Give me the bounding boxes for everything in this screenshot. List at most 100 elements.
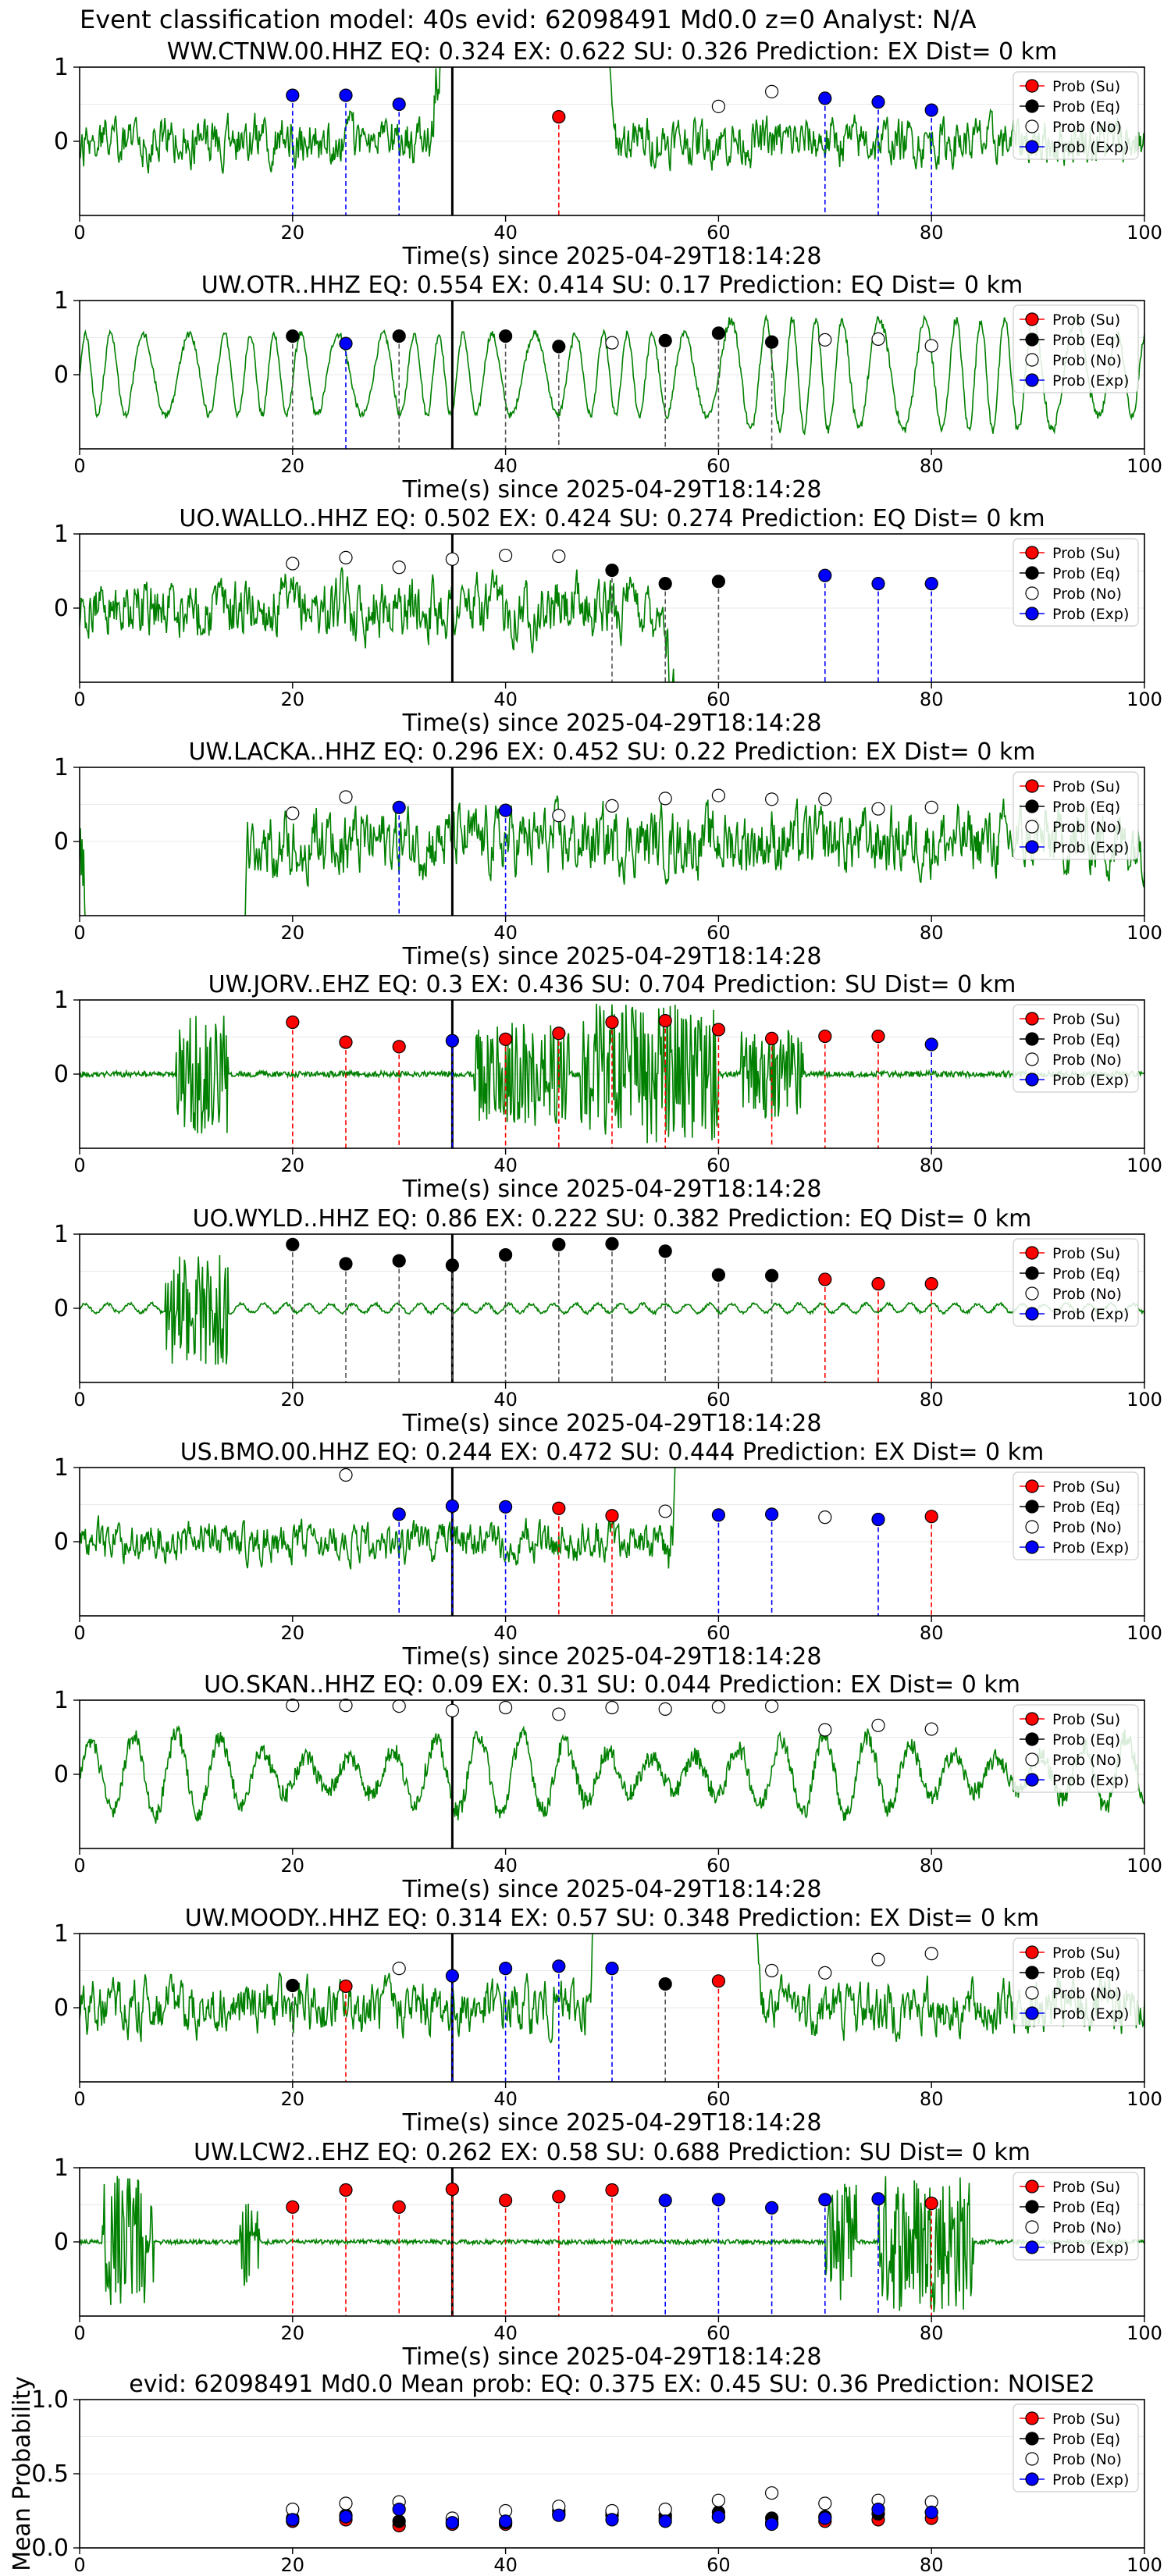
y-tick-label: 0	[54, 595, 69, 622]
legend-label: Prob (No)	[1052, 1286, 1122, 1303]
prob-point-no	[498, 1700, 513, 1715]
subplot-title: UW.JORV..EHZ EQ: 0.3 EX: 0.436 SU: 0.704…	[208, 971, 1016, 998]
legend-box	[1013, 1704, 1139, 1793]
prob-point-no	[445, 1703, 460, 1717]
prob-point-su	[339, 1035, 353, 1049]
mean-prob-point-exp	[605, 2513, 619, 2527]
subplot-8: UO.SKAN..HHZ EQ: 0.09 EX: 0.31 SU: 0.044…	[54, 1671, 1162, 1903]
legend: Prob (Su) Prob (Eq) Prob (No) Prob (Exp)	[1013, 771, 1139, 860]
legend-label: Prob (No)	[1052, 2451, 1122, 2468]
x-tick-label: 60	[707, 455, 731, 477]
prob-point-su	[924, 1510, 938, 1524]
prob-point-no	[658, 1702, 672, 1716]
waveform-trace	[80, 567, 675, 682]
legend-label: Prob (No)	[1052, 119, 1122, 136]
y-tick-label: 1	[54, 287, 69, 315]
legend-marker-su	[1025, 1712, 1039, 1726]
x-tick-label: 80	[920, 2322, 944, 2344]
prob-point-exp	[339, 88, 353, 102]
prob-point-no	[924, 339, 938, 353]
prob-point-no	[339, 550, 353, 565]
prob-point-eq	[498, 329, 513, 343]
y-tick-label: 0	[54, 1061, 69, 1088]
prob-point-exp	[711, 1508, 726, 1522]
subplot-title: UO.WALLO..HHZ EQ: 0.502 EX: 0.424 SU: 0.…	[179, 505, 1045, 532]
x-tick-label: 40	[493, 922, 518, 944]
legend-label: Prob (Exp)	[1052, 839, 1129, 856]
x-tick-label: 60	[707, 922, 731, 944]
legend-label: Prob (No)	[1052, 352, 1122, 369]
x-tick-label: 100	[1127, 1155, 1162, 1176]
subplot-7: US.BMO.00.HHZ EQ: 0.244 EX: 0.472 SU: 0.…	[54, 1439, 1162, 1670]
legend-label: Prob (No)	[1052, 1752, 1122, 1769]
x-tick-label: 0	[73, 2554, 85, 2576]
x-tick-label: 80	[920, 1622, 944, 1644]
x-tick-label: 0	[73, 688, 85, 710]
legend: Prob (Su) Prob (Eq) Prob (No) Prob (Exp)	[1013, 1238, 1139, 1327]
prob-point-su	[605, 2183, 619, 2197]
subplot-4: UW.LACKA..HHZ EQ: 0.296 EX: 0.452 SU: 0.…	[54, 738, 1162, 970]
prob-point-no	[498, 548, 513, 563]
subplot-1: WW.CTNW.00.HHZ EQ: 0.324 EX: 0.622 SU: 0…	[54, 38, 1162, 270]
subplot-title: WW.CTNW.00.HHZ EQ: 0.324 EX: 0.622 SU: 0…	[167, 38, 1058, 66]
legend-label: Prob (Eq)	[1052, 1499, 1120, 1516]
x-axis-label: Time(s) since 2025-04-29T18:14:28	[402, 476, 822, 503]
x-tick-label: 80	[920, 922, 944, 944]
prob-point-eq	[711, 326, 726, 340]
x-tick-label: 0	[73, 222, 85, 244]
x-tick-label: 80	[920, 1389, 944, 1411]
legend: Prob (Su) Prob (Eq) Prob (No) Prob (Exp)	[1013, 538, 1139, 627]
x-tick-label: 100	[1127, 455, 1162, 477]
x-tick-label: 80	[920, 688, 944, 710]
x-tick-label: 0	[73, 2088, 85, 2110]
legend-marker-su	[1025, 79, 1039, 93]
prob-point-no	[658, 792, 672, 806]
legend-label: Prob (Eq)	[1052, 98, 1120, 116]
x-tick-label: 0	[73, 2322, 85, 2344]
prob-point-no	[392, 560, 406, 575]
x-tick-label: 0	[73, 1855, 85, 1877]
x-axis-label: Time(s) since 2025-04-29T18:14:28	[402, 1176, 822, 1203]
legend-label: Prob (Su)	[1052, 311, 1120, 329]
legend-box	[1013, 1238, 1139, 1327]
legend-label: Prob (Exp)	[1052, 1772, 1129, 1789]
legend-marker-no	[1025, 1986, 1039, 2000]
prob-point-no	[764, 84, 779, 98]
x-tick-label: 20	[281, 922, 305, 944]
legend: Prob (Su) Prob (Eq) Prob (No) Prob (Exp)	[1013, 71, 1139, 160]
mean-prob-point-exp	[552, 2508, 566, 2522]
prob-point-exp	[392, 1507, 406, 1521]
prob-point-eq	[445, 1258, 460, 1272]
prob-point-no	[871, 1952, 885, 1966]
waveform-trace	[80, 313, 1144, 436]
subplot-3: UO.WALLO..HHZ EQ: 0.502 EX: 0.424 SU: 0.…	[54, 505, 1162, 737]
x-tick-label: 80	[920, 1155, 944, 1176]
prob-point-no	[552, 1707, 566, 1721]
prob-point-eq	[658, 1244, 672, 1258]
legend-box	[1013, 1004, 1139, 1093]
y-tick-label: 1	[54, 2154, 69, 2182]
legend-marker-exp	[1025, 2240, 1039, 2254]
prob-point-eq	[392, 1254, 406, 1268]
x-tick-label: 100	[1127, 1389, 1162, 1411]
legend-marker-no	[1025, 353, 1039, 367]
legend-label: Prob (Exp)	[1052, 606, 1129, 623]
x-tick-label: 40	[493, 2554, 518, 2576]
prob-point-exp	[445, 1969, 460, 1983]
subplot-6: UO.WYLD..HHZ EQ: 0.86 EX: 0.222 SU: 0.38…	[54, 1205, 1162, 1437]
prob-point-exp	[445, 1034, 460, 1048]
prob-point-exp	[924, 103, 938, 117]
legend-marker-su	[1025, 1945, 1039, 1959]
prob-point-eq	[658, 333, 672, 347]
x-tick-label: 100	[1127, 2554, 1162, 2576]
legend-label: Prob (Eq)	[1052, 2431, 1120, 2448]
x-axis-label: Time(s) since 2025-04-29T18:14:28	[402, 2109, 822, 2137]
mean-prob-point-exp	[764, 2517, 779, 2532]
waveform-trace	[80, 1724, 1144, 1824]
x-tick-label: 60	[707, 1389, 731, 1411]
legend-marker-exp	[1025, 2472, 1039, 2486]
mean-prob-point-no	[711, 2493, 726, 2507]
legend-marker-no	[1025, 1052, 1039, 1066]
x-tick-label: 40	[493, 2322, 518, 2344]
figure-title: Event classification model: 40s evid: 62…	[80, 5, 977, 34]
